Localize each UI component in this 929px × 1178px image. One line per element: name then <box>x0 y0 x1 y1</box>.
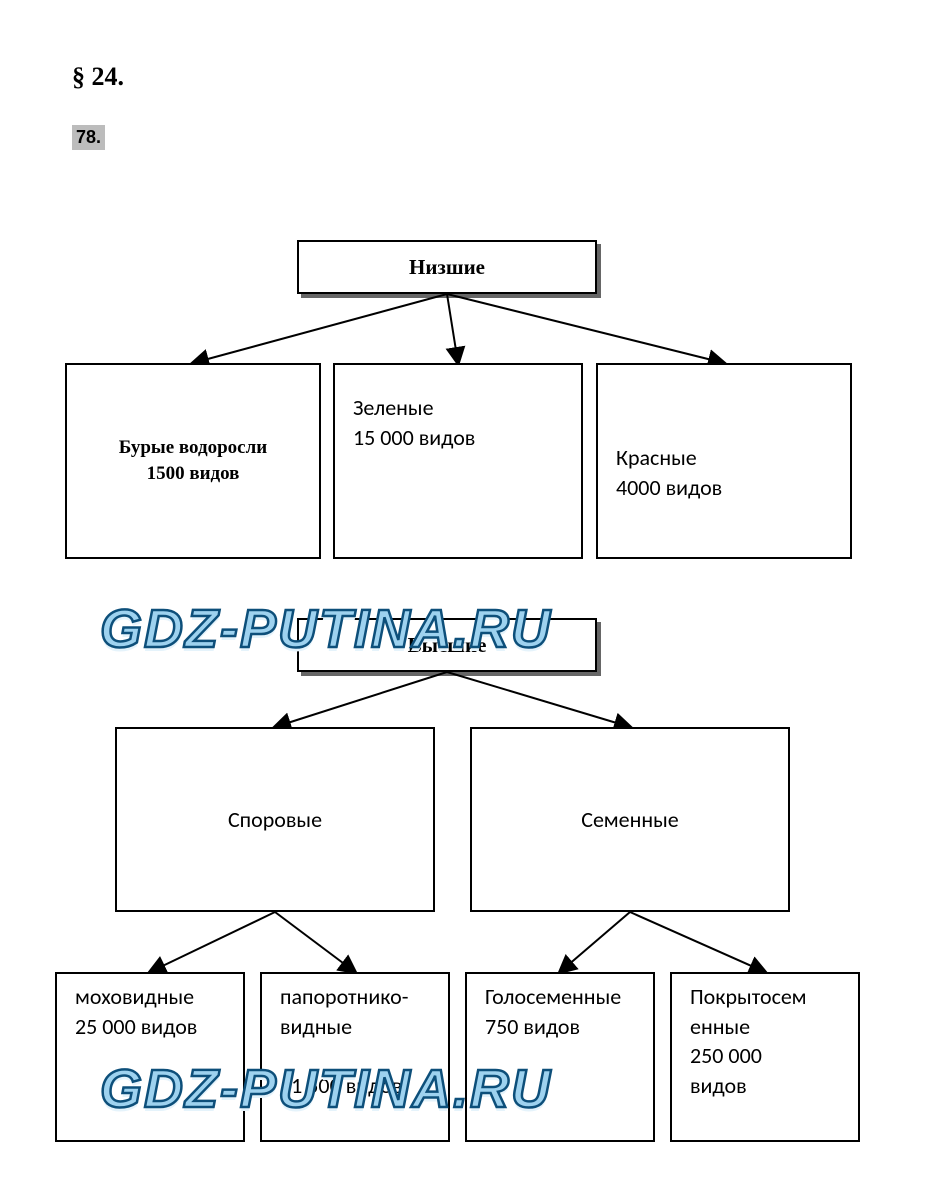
diagram-node-root1: Низшие <box>297 240 597 294</box>
diagram-node-c3: Голосеменные 750 видов <box>465 972 655 1142</box>
section-heading: § 24. <box>72 62 124 92</box>
diagram-node-label: Семенные <box>581 805 679 835</box>
diagram-node-label: Низшие <box>409 253 485 281</box>
diagram-node-label: Споровые <box>228 805 322 835</box>
diagram-node-label: Зеленые 15 000 видов <box>353 393 475 452</box>
diagram-node-b2: Семенные <box>470 727 790 912</box>
diagram-node-label: моховидные 25 000 видов <box>75 982 197 1041</box>
diagram-node-a3: Красные 4000 видов <box>596 363 852 559</box>
diagram-node-root2: Высшие <box>297 618 597 672</box>
diagram-node-c4: Покрытосем енные 250 000 видов <box>670 972 860 1142</box>
diagram-node-label: Высшие <box>408 631 487 659</box>
diagram-node-a2: Зеленые 15 000 видов <box>333 363 583 559</box>
diagram-node-label: Красные 4000 видов <box>616 443 722 502</box>
diagram-node-c2: папоротнико- видные 11 500 видов <box>260 972 450 1142</box>
diagram-node-label: Голосеменные 750 видов <box>485 982 621 1041</box>
diagram-node-label: папоротнико- видные 11 500 видов <box>280 982 408 1101</box>
diagram-node-label: Бурые водоросли 1500 видов <box>119 435 267 486</box>
diagram-node-a1: Бурые водоросли 1500 видов <box>65 363 321 559</box>
diagram-node-c1: моховидные 25 000 видов <box>55 972 245 1142</box>
diagram-node-label: Покрытосем енные 250 000 видов <box>690 982 807 1101</box>
exercise-number: 78. <box>72 125 105 150</box>
diagram-node-b1: Споровые <box>115 727 435 912</box>
